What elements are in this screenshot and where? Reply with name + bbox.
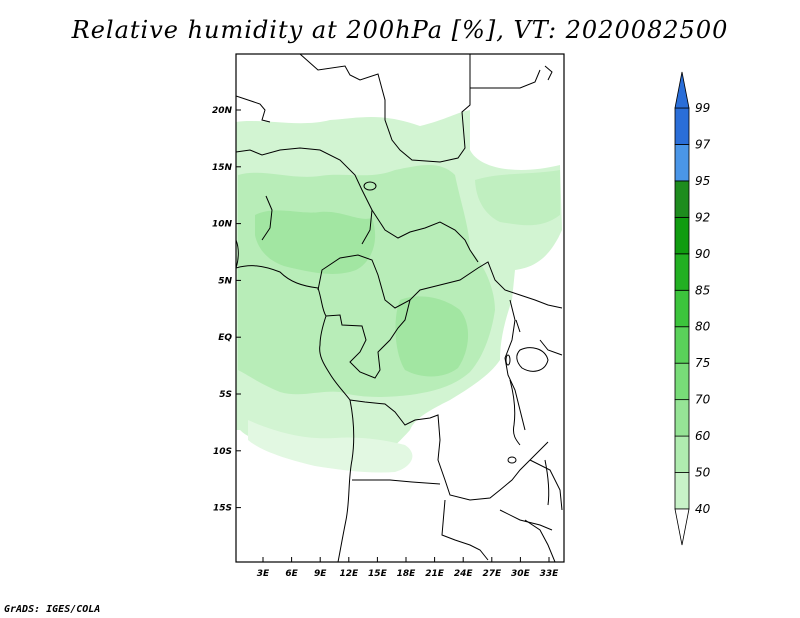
lon-label: 30E: [511, 569, 531, 579]
border-north-1: [299, 54, 471, 163]
border-se: [524, 459, 563, 562]
colorbar-label: 40: [695, 502, 711, 516]
lon-label: 15E: [368, 569, 388, 579]
lon-label: 21E: [425, 569, 445, 579]
lon-label: 6E: [285, 569, 298, 579]
lon-label: 24E: [454, 569, 474, 579]
lake-malawi: [544, 459, 550, 506]
lon-label: 12E: [339, 569, 359, 579]
humidity-shading: [236, 110, 562, 473]
humidity-patch-central: [255, 210, 376, 274]
colorbar-swatch: [674, 326, 690, 364]
colorbar-top-arrow: [674, 71, 690, 109]
colorbar-label: 99: [695, 101, 710, 115]
humidity-patch-south: [248, 420, 413, 473]
border-congo-south: [349, 399, 549, 501]
border-south: [352, 479, 553, 561]
colorbar-swatch: [674, 216, 690, 255]
border-north-2: [236, 95, 373, 245]
colorbar-swatch: [674, 180, 690, 218]
lake-albert: [515, 319, 521, 333]
lon-label: 3E: [257, 569, 270, 579]
chart-title: Relative humidity at 200hPa [%], VT: 202…: [71, 16, 729, 44]
humidity-patch-east: [475, 170, 560, 226]
lon-label: 33E: [540, 569, 560, 579]
colorbar-swatch: [674, 144, 690, 182]
colorbar-label: 95: [695, 174, 710, 188]
colorbar-swatch: [674, 472, 690, 510]
lon-label: 9E: [314, 569, 327, 579]
lakes: [363, 181, 550, 506]
lat-label: 5N: [218, 276, 232, 286]
colorbar-swatch: [674, 362, 690, 401]
colorbar-label: 50: [695, 466, 711, 480]
colorbar-label: 60: [695, 429, 711, 443]
lake-mweru: [507, 456, 517, 464]
lake-kivu: [505, 354, 511, 366]
colorbar-label: 97: [695, 137, 711, 151]
lat-label: 10S: [213, 447, 232, 457]
colorbar: 40 50 60 70 75 80 85 90 92 95 97 99: [674, 71, 711, 546]
border-central: [261, 195, 563, 309]
colorbar-swatch: [674, 289, 690, 328]
colorbar-swatch: [674, 399, 690, 437]
colorbar-label: 80: [695, 320, 711, 334]
political-boundaries: [236, 54, 563, 562]
border-central-2: [371, 209, 479, 263]
colorbar-swatch: [674, 253, 690, 291]
colorbar-swatch: [674, 107, 690, 145]
humidity-patch-congo: [395, 296, 469, 377]
colorbar-label: 75: [695, 356, 710, 370]
map-frame: [235, 53, 565, 563]
border-east: [504, 299, 563, 431]
lat-label: 15N: [212, 163, 233, 173]
border-gabon: [325, 299, 411, 379]
lat-label: 10N: [212, 220, 233, 230]
lat-label: 20N: [212, 106, 233, 116]
coastline-west: [236, 239, 355, 562]
lon-label: 27E: [482, 569, 502, 579]
border-ne: [470, 65, 553, 89]
colorbar-swatch: [674, 435, 690, 473]
colorbar-label: 85: [695, 283, 710, 297]
lat-label: EQ: [218, 333, 232, 343]
lake-victoria: [516, 347, 549, 372]
lake-tanganyika: [509, 379, 521, 446]
lat-label: 5S: [219, 390, 232, 400]
colorbar-label: 90: [695, 247, 711, 261]
lat-label: 15S: [213, 504, 232, 514]
colorbar-bottom-arrow: [674, 508, 690, 546]
colorbar-label: 92: [695, 210, 710, 224]
colorbar-label: 70: [695, 393, 711, 407]
longitude-axis: 3E 6E 9E 12E 15E 18E 21E 24E 27E 30E 33E: [257, 557, 559, 579]
lon-label: 18E: [397, 569, 417, 579]
footer-credit: GrADS: IGES/COLA: [4, 604, 101, 615]
lake-chad: [363, 181, 377, 191]
latitude-axis: 20N 15N 10N 5N EQ 5S 10S 15S: [212, 106, 241, 514]
